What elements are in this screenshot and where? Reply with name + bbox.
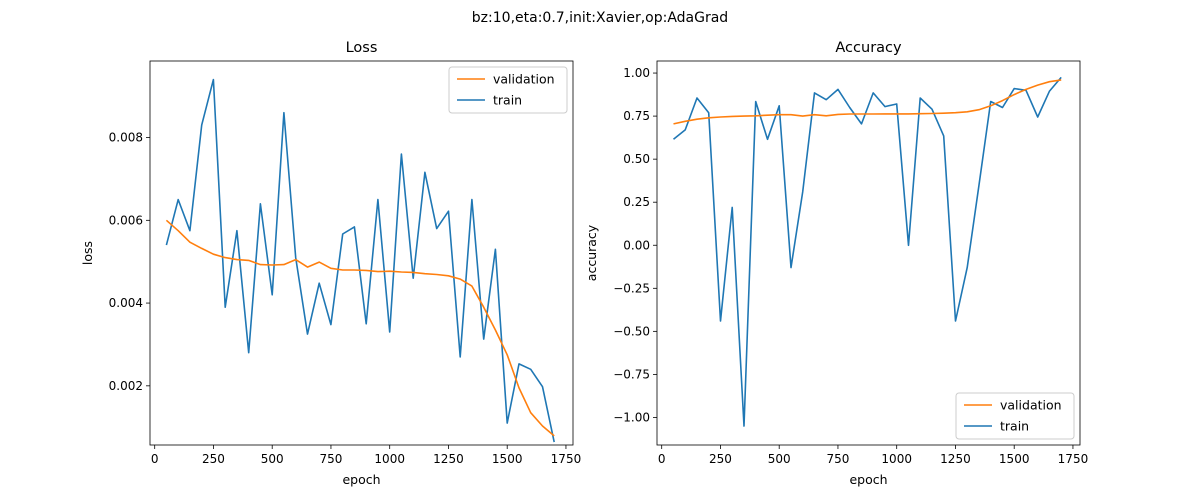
accuracy-series-validation (673, 79, 1062, 125)
loss-panel: Loss 0 250 500 750 1000 1250 1500 1750 0.002 0.004… (80, 40, 581, 487)
loss-legend: validation train (448, 66, 568, 114)
accuracy-ytick-label: 0.00 (623, 238, 650, 252)
accuracy-ytick-label: 0.25 (623, 195, 650, 209)
accuracy-ytick-label: 0.50 (623, 152, 650, 166)
accuracy-xlabel: epoch (849, 472, 887, 487)
accuracy-ylabel: accuracy (584, 224, 599, 281)
loss-ylabel: loss (80, 241, 95, 265)
loss-ytick-label: 0.008 (109, 131, 143, 145)
loss-ytick-label: 0.002 (109, 379, 143, 393)
accuracy-ytick-label: −0.75 (613, 367, 650, 381)
loss-xtick-label: 1750 (551, 452, 582, 466)
accuracy-xtick-label: 1000 (881, 452, 912, 466)
accuracy-xtick-label: 750 (826, 452, 849, 466)
loss-ytick-label: 0.006 (109, 213, 143, 227)
accuracy-legend-label-validation: validation (1000, 398, 1062, 413)
loss-ytick-label: 0.004 (109, 296, 143, 310)
accuracy-title: Accuracy (835, 40, 902, 56)
accuracy-series-train (672, 76, 1062, 427)
loss-xtick-label: 750 (319, 452, 342, 466)
accuracy-ytick-label: 1.00 (623, 66, 650, 80)
accuracy-ytick-label: −0.50 (613, 324, 650, 338)
figure-suptitle: bz:10,eta:0.7,init:Xavier,op:AdaGrad (472, 10, 728, 26)
accuracy-legend-label-train: train (1000, 419, 1029, 434)
accuracy-legend: validation train (955, 392, 1075, 440)
loss-legend-label-train: train (493, 93, 522, 108)
accuracy-plot-frame (656, 60, 1081, 446)
loss-xtick-label: 250 (202, 452, 225, 466)
accuracy-xtick-label: 1750 (1058, 452, 1089, 466)
accuracy-panel: Accuracy 0 250 500 750 1000 1250 1500 1750 −1.00 −… (584, 40, 1088, 487)
loss-plot-frame (149, 60, 574, 446)
loss-xtick-label: 500 (261, 452, 284, 466)
loss-xtick-label: 0 (151, 452, 159, 466)
accuracy-xtick-label: 1250 (940, 452, 971, 466)
loss-xtick-label: 1250 (433, 452, 464, 466)
loss-xtick-label: 1500 (492, 452, 523, 466)
loss-title: Loss (346, 40, 378, 56)
accuracy-xtick-label: 0 (658, 452, 666, 466)
loss-series-train (165, 78, 555, 443)
accuracy-xtick-label: 1500 (999, 452, 1030, 466)
accuracy-ytick-label: 0.75 (623, 109, 650, 123)
loss-xlabel: epoch (342, 472, 380, 487)
loss-xtick-label: 1000 (374, 452, 405, 466)
loss-series-validation (165, 219, 555, 437)
accuracy-ytick-label: −0.25 (613, 281, 650, 295)
loss-legend-label-validation: validation (493, 72, 555, 87)
accuracy-ytick-label: −1.00 (613, 410, 650, 424)
accuracy-xtick-label: 500 (768, 452, 791, 466)
accuracy-xtick-label: 250 (709, 452, 732, 466)
